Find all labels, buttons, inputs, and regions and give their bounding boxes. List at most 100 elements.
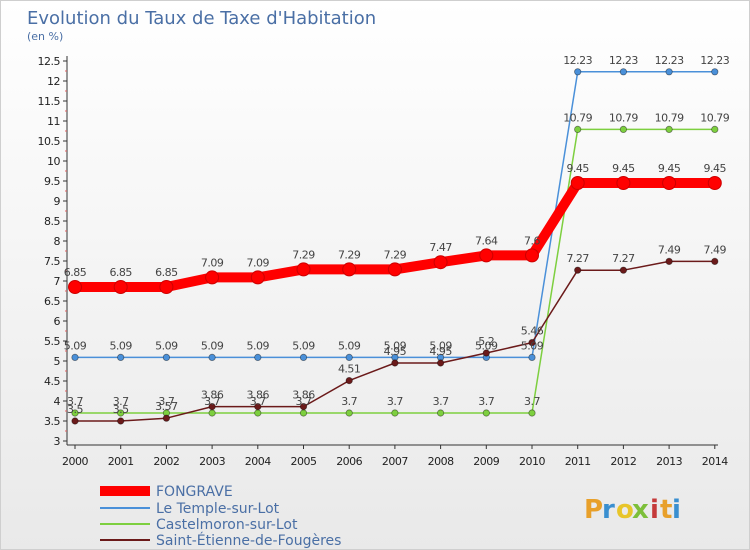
data-label: 6.85 [109,266,132,279]
data-label: 12.23 [563,54,592,67]
series-point-2 [665,125,673,133]
series-point-1 [345,353,353,361]
data-label: 3.7 [524,395,540,408]
data-label: 7.49 [658,243,681,256]
data-label: 7.09 [201,256,224,269]
data-label: 5.09 [292,339,315,352]
series-point-3 [254,402,262,411]
data-label: 3.7 [433,395,449,408]
x-tick-label: 2012 [610,455,636,468]
chart-subtitle: (en %) [27,30,63,43]
data-label: 5.09 [521,339,544,352]
y-tick-label: 7.5 [44,255,60,268]
data-label: 6.85 [64,266,87,279]
series-point-1 [711,68,719,76]
series-point-2 [391,409,399,417]
data-label: 7.29 [292,248,315,261]
y-tick-label: 10.5 [38,135,61,148]
series-point-3 [436,359,445,367]
legend-entry: Saint-Étienne-de-Fougères [156,532,341,549]
series-point-2 [711,125,719,133]
y-tick-label: 5 [54,355,61,368]
series-point-3 [117,417,125,425]
x-tick-label: 2004 [245,455,271,468]
legend-entry: FONGRAVE [156,484,233,500]
data-label: 7.47 [429,241,452,254]
y-tick-label: 12 [47,75,60,88]
y-tick-label: 3.5 [44,415,60,428]
y-tick-label: 9 [54,195,61,208]
series-point-2 [528,409,536,417]
logo-letter: o [616,495,634,525]
x-tick-label: 2007 [382,455,408,468]
data-label: 5.09 [247,339,270,352]
logo-letter: x [632,495,649,525]
y-tick-label: 11 [47,115,60,128]
data-label: 6.85 [155,266,178,279]
series-point-0 [342,262,357,277]
data-label: 7.29 [338,248,361,261]
series-point-3 [528,338,536,347]
data-label: 4.95 [384,345,407,358]
series-point-3 [665,257,673,265]
data-label: 4.51 [338,363,361,376]
series-point-1 [299,353,308,361]
series-point-0 [250,270,265,285]
series-point-1 [254,353,262,361]
series-point-3 [162,414,170,422]
series-point-1 [619,68,628,76]
y-tick-label: 4 [54,395,61,408]
data-label: 3.7 [113,395,129,408]
y-tick-label: 5.5 [44,335,60,348]
series-point-3 [482,349,490,357]
data-label: 12.23 [655,54,684,67]
data-label: 3.7 [387,395,403,408]
series-point-0 [296,262,311,277]
y-tick-label: 3 [54,435,61,448]
series-point-2 [436,409,445,417]
legend-entry: Le Temple-sur-Lot [156,501,280,517]
x-tick-label: 2000 [62,455,88,468]
series-point-1 [574,68,582,76]
y-tick-label: 8.5 [44,215,60,228]
series-point-2 [71,409,79,417]
legend-entry: Castelmoron-sur-Lot [156,517,298,533]
series-point-0 [662,176,677,190]
series-point-3 [391,359,399,367]
logo-letter: r [602,495,615,525]
y-tick-label: 11.5 [38,95,61,108]
data-label: 3.7 [296,395,312,408]
x-tick-label: 2001 [108,455,134,468]
series-point-0 [525,248,539,263]
data-label: 10.79 [563,111,592,124]
series-point-2 [345,409,353,417]
data-label: 7.27 [566,252,589,265]
series-point-2 [254,409,262,417]
y-tick-label: 10 [47,155,60,168]
data-labels: 6.85 6.85 6.857.09 7.097.29 7.29 7.297.477.64… [64,54,731,416]
x-tick-label: 2005 [291,455,317,468]
data-label: 5.09 [64,339,87,352]
x-tick-label: 2008 [428,455,454,468]
series-point-3 [619,266,628,274]
x-tick-label: 2002 [153,455,179,468]
data-label: 10.79 [655,111,684,124]
chart-title: Evolution du Taux de Taxe d'Habitation [27,8,376,29]
x-tick-label: 2010 [519,455,545,468]
series-point-2 [574,125,582,133]
x-tick-label: 2009 [473,455,499,468]
series-point-0 [387,262,402,277]
proxiti-logo: Pr ox i t i [584,495,681,525]
series-point-0 [707,176,722,190]
x-tick-label: 2003 [199,455,225,468]
data-label: 3.86 [201,389,224,402]
logo-letter: t [660,495,672,525]
data-label: 5.46 [521,325,544,338]
data-label: 7.6 [524,234,540,247]
series-point-0 [159,280,174,294]
series-point-2 [482,409,490,417]
series-point-2 [299,409,308,417]
data-label: 3.5 [113,403,129,416]
